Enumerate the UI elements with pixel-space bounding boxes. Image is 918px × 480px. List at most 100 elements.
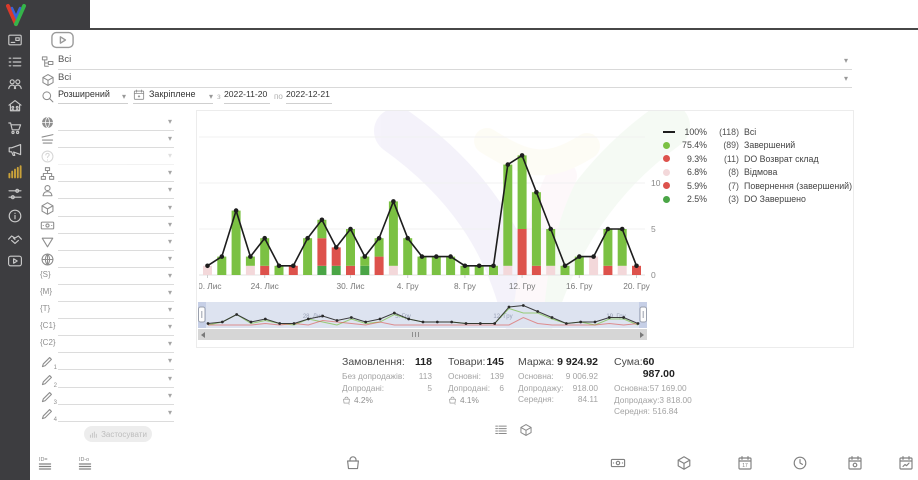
- sitemap-select[interactable]: ▾: [58, 165, 174, 182]
- chevron-down-icon: ▾: [167, 391, 172, 400]
- person-icon: [40, 183, 55, 198]
- cube-icon[interactable]: [519, 423, 533, 437]
- chevron-down-icon: ▾: [167, 305, 172, 314]
- users-icon[interactable]: [7, 76, 23, 92]
- home-users-icon[interactable]: [7, 98, 23, 114]
- pencil-4-select[interactable]: ▾: [58, 405, 174, 422]
- cube-icon: [41, 73, 55, 87]
- stat-title: Маржа:: [518, 356, 555, 368]
- legend-swatch: [663, 141, 677, 149]
- chart-scrollbar[interactable]: [198, 329, 647, 340]
- svg-text:12. Гру: 12. Гру: [493, 314, 512, 320]
- scroll-left-arrow[interactable]: [198, 329, 209, 340]
- period-mode-select[interactable]: Закріплене ▾: [133, 89, 213, 104]
- stat-value: 60 987.00: [642, 356, 675, 380]
- megaphone-icon[interactable]: [7, 142, 23, 158]
- chart-minimap[interactable]: 28. Лис 5. Гру 12. Гру 19. Гру: [198, 302, 647, 328]
- svg-text:30. Лис: 30. Лис: [336, 281, 364, 291]
- cart-icon[interactable]: [7, 120, 23, 136]
- chevron-down-icon: ▾: [167, 237, 172, 246]
- braces-m-select[interactable]: ▾: [58, 285, 174, 302]
- stat-value: 118: [415, 356, 432, 368]
- braces-c1-select[interactable]: ▾: [58, 319, 174, 336]
- sliders-icon[interactable]: [7, 186, 23, 202]
- funnel-select[interactable]: ▾: [58, 234, 174, 251]
- braces-c2-select[interactable]: ▾: [58, 336, 174, 353]
- search-mode-value: Розширений: [58, 89, 110, 99]
- person-select[interactable]: ▾: [58, 182, 174, 199]
- pencil-4-icon: 4: [40, 406, 57, 423]
- cube-icon[interactable]: [676, 455, 692, 471]
- chevron-down-icon: ▾: [167, 203, 172, 212]
- chart-card: 0 5 10 20. Лис 24. Лис 30. Лис 4. Гру 8. Гру 12.…: [196, 110, 854, 348]
- stat-subrow: Допродані: 6: [448, 382, 504, 393]
- bar-chart-icon[interactable]: [7, 164, 23, 180]
- department-filter[interactable]: Всі ▾: [58, 54, 852, 70]
- view-toggles: [494, 423, 533, 437]
- legend-item[interactable]: 5.9% (7) Повернення (завершений): [663, 179, 852, 193]
- chevron-down-icon: ▾: [121, 92, 126, 101]
- upsell-rate: x 4.1%: [448, 395, 504, 405]
- legend-label: DO Возврат склад: [744, 153, 819, 164]
- pencil-2-select[interactable]: ▾: [58, 371, 174, 388]
- search-mode-select[interactable]: Розширений ▾: [58, 89, 128, 104]
- help-circle-select[interactable]: ▾: [58, 148, 174, 165]
- search-icon: [41, 90, 55, 104]
- id-dash-icon[interactable]: ID-о: [78, 455, 94, 471]
- date-from-input[interactable]: 2022-11-20: [224, 89, 270, 104]
- pencil-1-select[interactable]: ▾: [58, 353, 174, 370]
- list-icon[interactable]: [7, 54, 23, 70]
- legend-item[interactable]: 9.3% (11) DO Возврат склад: [663, 152, 852, 166]
- sort-lines-select[interactable]: ▾: [58, 131, 174, 148]
- date-to-input[interactable]: 2022-12-21: [286, 89, 332, 104]
- handshake-icon[interactable]: [7, 231, 23, 247]
- legend-swatch: [663, 155, 677, 163]
- bag-icon[interactable]: [345, 455, 361, 471]
- info-icon[interactable]: [7, 208, 23, 224]
- brand-logo[interactable]: [0, 0, 90, 30]
- video-help-button[interactable]: [50, 31, 75, 49]
- card-icon[interactable]: [7, 32, 23, 48]
- legend-item[interactable]: 6.8% (8) Відмова: [663, 166, 852, 180]
- chevron-down-icon: ▾: [167, 254, 172, 263]
- globe-solid-select[interactable]: ▾: [58, 114, 174, 131]
- banknote-select[interactable]: ▾: [58, 217, 174, 234]
- mini-bars-icon: [89, 430, 98, 439]
- svg-text:12. Гру: 12. Гру: [509, 281, 536, 291]
- stat-column: Маржа: 9 924.92 Основна: 9 006.92 Допродажу:…: [518, 356, 598, 406]
- legend-label: Завершений: [744, 140, 796, 151]
- legend-item[interactable]: 2.5% (3) DO Завершено: [663, 193, 852, 207]
- cube-select[interactable]: ▾: [58, 200, 174, 217]
- play-icon: [51, 31, 74, 49]
- cube-icon: [40, 201, 55, 216]
- calendar-money-icon[interactable]: [847, 455, 863, 471]
- pencil-3-icon: 3: [40, 389, 57, 406]
- legend-item[interactable]: 75.4% (89) Завершений: [663, 139, 852, 153]
- orders-chart[interactable]: 0 5 10 20. Лис 24. Лис 30. Лис 4. Гру 8. Гру 12.…: [199, 113, 851, 301]
- id-equals-icon[interactable]: ID=: [38, 455, 54, 471]
- legend-percent: 6.8%: [686, 167, 707, 178]
- svg-text:10: 10: [651, 178, 661, 188]
- clock-icon[interactable]: [792, 455, 808, 471]
- chevron-down-icon: ▾: [167, 271, 172, 280]
- product-group-filter[interactable]: Всі ▾: [58, 72, 852, 88]
- stat-subrow: Основна: 57 169.00: [614, 383, 687, 393]
- legend-item[interactable]: 100% (118) Всі: [663, 125, 852, 139]
- calendar-chart-icon[interactable]: [898, 455, 914, 471]
- braces-s-select[interactable]: ▾: [58, 268, 174, 285]
- stat-title: Замовлення:: [342, 356, 405, 368]
- globe-grid-select[interactable]: ▾: [58, 251, 174, 268]
- calendar-date-icon[interactable]: 17: [737, 455, 753, 471]
- list-view-icon[interactable]: [494, 423, 508, 437]
- scroll-right-arrow[interactable]: [636, 329, 647, 340]
- video-icon[interactable]: [7, 253, 23, 269]
- apply-button[interactable]: Застосувати: [84, 426, 152, 442]
- braces-t-select[interactable]: ▾: [58, 302, 174, 319]
- v-logo-icon: [6, 4, 26, 26]
- pencil-3-select[interactable]: ▾: [58, 388, 174, 405]
- banknote-icon[interactable]: [610, 455, 626, 471]
- chevron-down-icon: ▾: [167, 408, 172, 417]
- legend-percent: 75.4%: [682, 140, 707, 151]
- scrollbar-grip[interactable]: [412, 332, 419, 337]
- chevron-down-icon: ▾: [167, 134, 172, 143]
